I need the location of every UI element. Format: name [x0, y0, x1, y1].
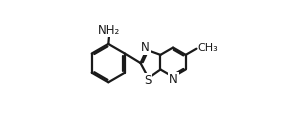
Text: N: N [141, 41, 150, 54]
Text: S: S [144, 74, 152, 87]
Text: CH₃: CH₃ [197, 43, 218, 53]
Text: NH₂: NH₂ [98, 24, 120, 36]
Text: N: N [169, 73, 178, 86]
